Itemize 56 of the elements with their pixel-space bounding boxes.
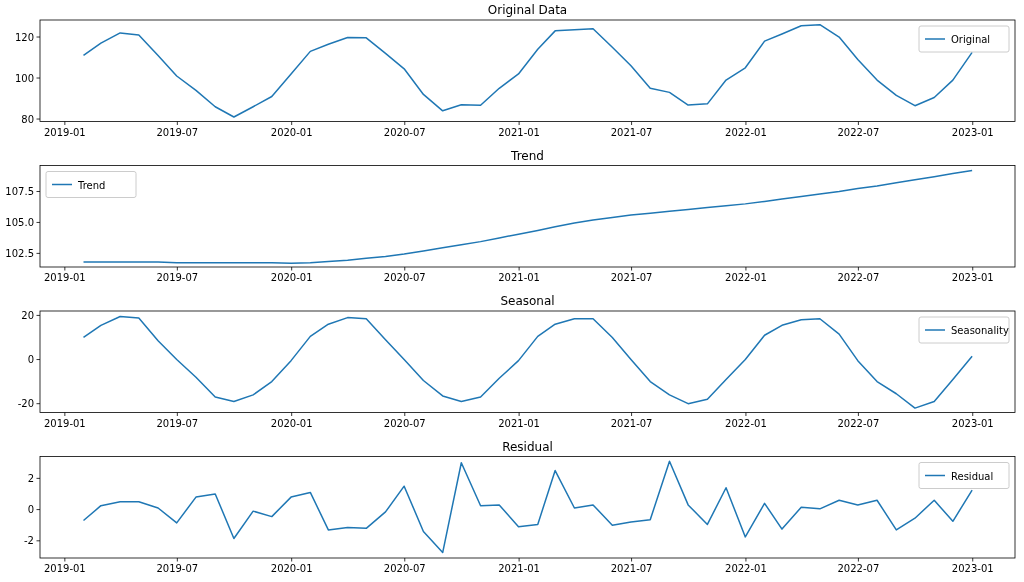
legend-label: Trend <box>77 179 106 191</box>
x-tick-label: 2020-01 <box>270 126 313 138</box>
x-tick-label: 2022-07 <box>837 417 880 429</box>
chart-title: Residual <box>502 439 553 454</box>
x-tick-label: 2019-07 <box>156 126 199 138</box>
chart-title: Seasonal <box>500 294 555 308</box>
y-tick-label: 0 <box>27 504 34 516</box>
x-tick-label: 2021-07 <box>610 417 653 429</box>
x-tick-label: 2020-01 <box>270 417 313 429</box>
y-tick-label: 102.5 <box>5 247 34 259</box>
x-tick-label: 2021-07 <box>610 563 653 574</box>
x-tick-label: 2019-07 <box>156 417 199 429</box>
y-tick-label: 105.0 <box>5 216 34 228</box>
y-tick-label: 100 <box>14 72 34 84</box>
y-tick-label: 0 <box>27 354 34 366</box>
x-tick-label: 2020-07 <box>383 563 426 574</box>
x-tick-label: 2021-07 <box>610 126 653 138</box>
x-tick-label: 2022-01 <box>725 563 767 574</box>
chart-title: Original Data <box>487 3 568 17</box>
x-tick-label: 2020-01 <box>270 272 313 283</box>
x-tick-label: 2022-07 <box>837 563 880 574</box>
x-tick-label: 2019-01 <box>43 126 86 138</box>
x-tick-label: 2019-07 <box>156 563 199 574</box>
x-tick-label: 2022-01 <box>725 417 767 429</box>
x-tick-label: 2023-01 <box>951 126 994 138</box>
legend-label: Original <box>951 34 991 45</box>
x-tick-label: 2020-07 <box>383 417 426 429</box>
y-tick-label: 80 <box>21 113 34 125</box>
y-tick-label: 107.5 <box>5 185 34 197</box>
chart-title: Trend <box>510 148 544 163</box>
x-tick-label: 2020-07 <box>383 272 426 283</box>
x-tick-label: 2021-01 <box>498 417 541 429</box>
x-tick-label: 2021-01 <box>498 563 541 574</box>
x-tick-label: 2019-01 <box>43 563 86 574</box>
y-tick-label: 2 <box>27 472 34 484</box>
x-tick-label: 2022-07 <box>837 272 880 283</box>
y-tick-label: -2 <box>24 535 34 547</box>
x-tick-label: 2020-07 <box>383 126 426 138</box>
y-tick-label: -20 <box>17 398 34 410</box>
x-tick-label: 2022-01 <box>725 126 767 138</box>
x-tick-label: 2020-01 <box>270 563 313 574</box>
x-tick-label: 2021-01 <box>498 126 541 138</box>
x-tick-label: 2021-07 <box>610 272 653 283</box>
y-tick-label: 120 <box>14 31 34 43</box>
x-tick-label: 2022-01 <box>725 272 767 283</box>
x-tick-label: 2019-07 <box>156 272 199 283</box>
x-tick-label: 2023-01 <box>951 563 994 574</box>
x-tick-label: 2019-01 <box>43 272 86 283</box>
legend-label: Residual <box>951 470 994 482</box>
legend-label: Seasonality <box>951 325 1009 336</box>
x-tick-label: 2021-01 <box>498 272 541 283</box>
x-tick-label: 2022-07 <box>837 126 880 138</box>
x-tick-label: 2019-01 <box>43 417 86 429</box>
x-tick-label: 2023-01 <box>951 417 994 429</box>
y-tick-label: 20 <box>21 309 34 321</box>
x-tick-label: 2023-01 <box>951 272 994 283</box>
